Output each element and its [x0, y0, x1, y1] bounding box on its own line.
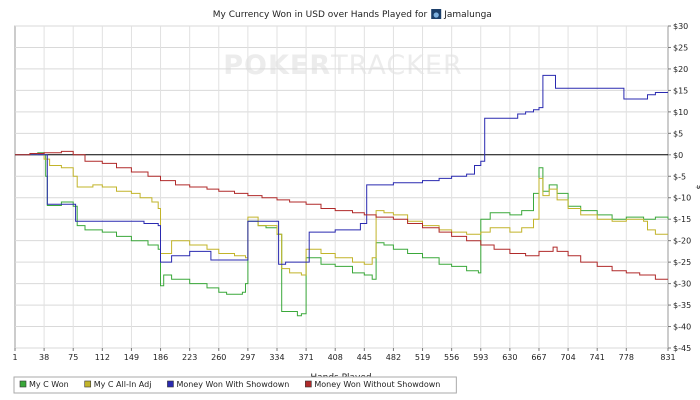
legend-swatch-4 — [305, 380, 312, 388]
y-tick-label: $20 — [673, 65, 688, 74]
x-tick-label: 519 — [415, 353, 430, 362]
y-tick-label: $-20 — [673, 237, 691, 246]
y-tick-label: $-10 — [673, 194, 691, 203]
x-tick-label: 556 — [444, 353, 459, 362]
y-tick-label: $5 — [673, 129, 683, 138]
y-tick-label: $30 — [673, 22, 688, 31]
x-tick-label: 831 — [660, 353, 675, 362]
x-tick-label: 482 — [386, 353, 401, 362]
legend-swatch-3 — [167, 380, 174, 388]
x-tick-label: 408 — [328, 353, 343, 362]
x-tick-label: 371 — [298, 353, 313, 362]
x-tick-label: 297 — [240, 353, 255, 362]
x-tick-label: 445 — [357, 353, 372, 362]
watermark-right: TRACKER — [330, 50, 463, 81]
x-axis: 1 38 75 112 149 186 223 260 297 334 371 408 445 482 51… — [12, 348, 676, 362]
y-tick-label: $-40 — [673, 323, 691, 332]
x-tick-label: 186 — [153, 353, 168, 362]
y-tick-label: $-15 — [673, 215, 691, 224]
x-tick-label: 38 — [39, 353, 49, 362]
player-avatar-icon — [431, 9, 442, 19]
legend-label-3: Money Won With Showdown — [176, 380, 289, 389]
x-tick-label: 223 — [182, 353, 197, 362]
x-tick-label: 593 — [473, 353, 488, 362]
y-tick-label: $0 — [673, 151, 683, 160]
x-tick-label: 1 — [12, 353, 17, 362]
x-tick-label: 149 — [124, 353, 139, 362]
x-tick-label: 630 — [502, 353, 517, 362]
y-axis-label: $ — [695, 184, 700, 189]
grid — [15, 25, 668, 349]
title-prefix: My Currency Won in USD over Hands Played… — [213, 10, 428, 20]
legend-swatch-2 — [84, 380, 92, 388]
x-tick-label: 741 — [590, 353, 605, 362]
y-tick-label: $-45 — [673, 344, 691, 353]
series-lines — [15, 74, 669, 317]
chart-title: My Currency Won in USD over Hands Played… — [213, 10, 428, 20]
y-tick-label: $25 — [673, 43, 688, 52]
series-line-3 — [15, 74, 668, 265]
series-line-2 — [15, 153, 668, 276]
x-tick-label: 334 — [269, 353, 284, 362]
y-tick-label: $-25 — [673, 258, 691, 267]
legend-swatch-1 — [19, 380, 27, 388]
y-tick-label: $-35 — [673, 301, 691, 310]
y-tick-label: $-5 — [673, 172, 686, 181]
x-tick-label: 667 — [531, 353, 546, 362]
series-line-4 — [15, 150, 668, 280]
x-tick-label: 260 — [211, 353, 226, 362]
legend-box — [13, 376, 457, 394]
y-tick-label: $10 — [673, 108, 688, 117]
plot-area — [14, 25, 669, 349]
legend-label-1: My C Won — [29, 380, 69, 389]
legend-label-4: Money Won Without Showdown — [314, 380, 440, 389]
legend-items: My C Won My C All-In Adj Money Won With Sh… — [13, 376, 457, 394]
x-tick-label: 112 — [95, 353, 110, 362]
x-tick-label: 75 — [68, 353, 78, 362]
legend-label-2: My C All-In Adj — [94, 380, 152, 389]
y-axis: $30 $25 $20 $15 $10 $5 $0 $-5 $-10 $-15 $-20 $-25 $-… — [668, 22, 691, 353]
player-name: Jamalunga — [443, 10, 492, 20]
x-tick-label: 778 — [619, 353, 634, 362]
y-tick-label: $15 — [673, 86, 688, 95]
x-tick-label: 704 — [560, 353, 575, 362]
y-tick-label: $-30 — [673, 280, 691, 289]
watermark: POKERTRACKER — [223, 50, 462, 81]
